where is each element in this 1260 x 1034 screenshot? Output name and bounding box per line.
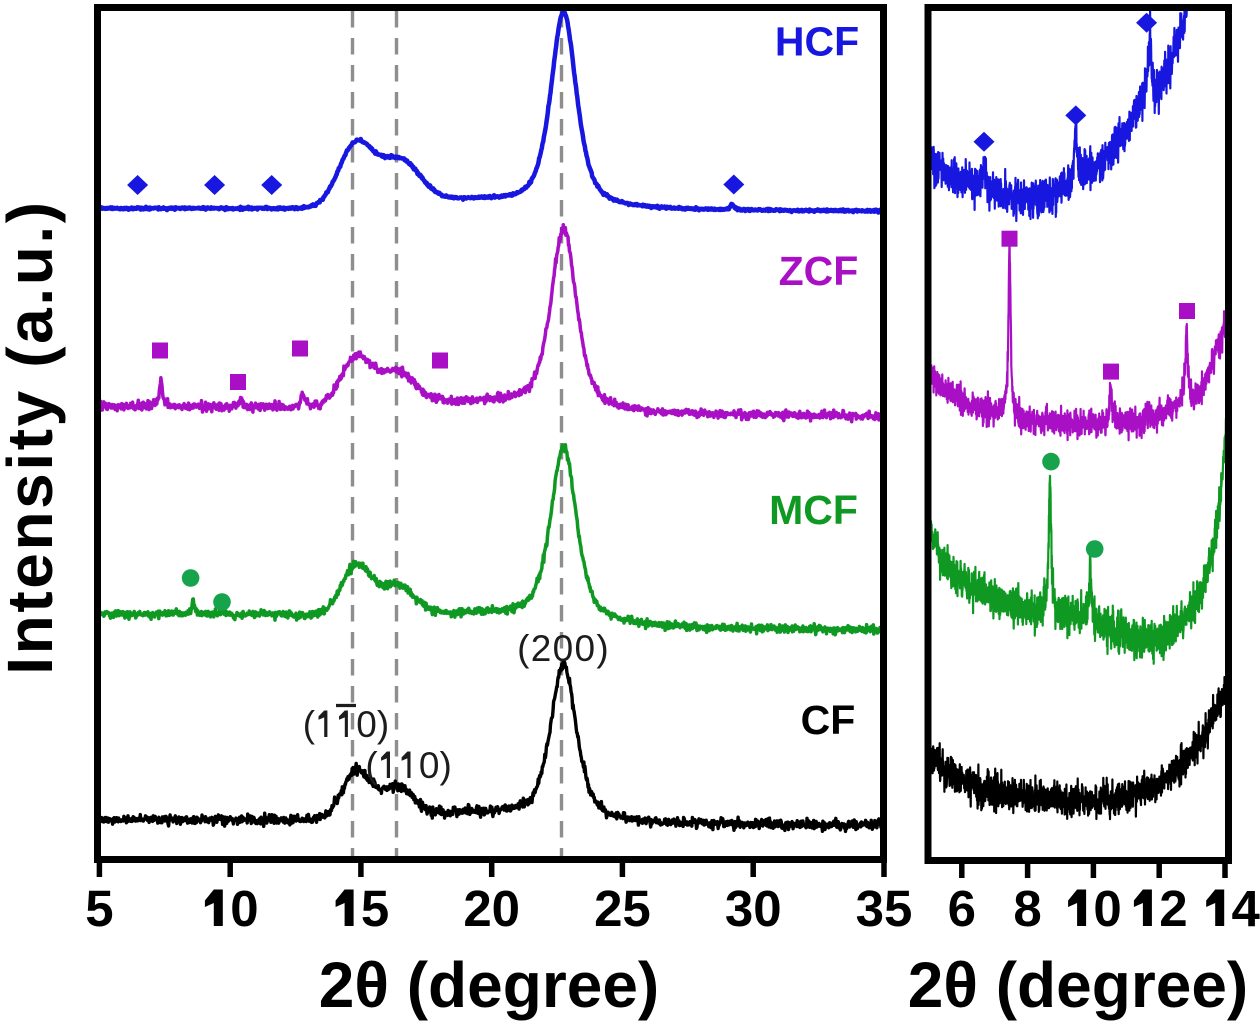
svg-text:2θ (degree): 2θ (degree) — [319, 949, 659, 1021]
svg-text:5: 5 — [85, 880, 113, 937]
svg-text:CF: CF — [801, 697, 856, 743]
svg-text:0: 0 — [419, 745, 440, 786]
svg-text:0: 0 — [230, 880, 258, 937]
svg-text:ZCF: ZCF — [779, 248, 859, 294]
svg-text:HCF: HCF — [775, 19, 859, 65]
svg-text:20: 20 — [463, 880, 520, 937]
svg-text:35: 35 — [856, 880, 913, 937]
svg-text:6: 6 — [948, 880, 976, 937]
svg-text:(: ( — [365, 745, 378, 786]
svg-text:MCF: MCF — [769, 487, 858, 533]
svg-text:30: 30 — [725, 880, 782, 937]
svg-text:4: 4 — [1232, 880, 1260, 937]
svg-text:): ) — [377, 704, 389, 745]
svg-text:Intensity (a.u.): Intensity (a.u.) — [0, 199, 66, 674]
svg-text:2θ (degree): 2θ (degree) — [908, 949, 1248, 1021]
svg-text:(: ( — [303, 704, 316, 745]
svg-text:5: 5 — [361, 880, 389, 937]
svg-text:25: 25 — [594, 880, 651, 937]
svg-text:): ) — [440, 745, 452, 786]
svg-text:8: 8 — [1013, 880, 1041, 937]
svg-text:0: 0 — [1093, 880, 1121, 937]
svg-text:(200): (200) — [517, 628, 610, 669]
svg-text:2: 2 — [1159, 880, 1187, 937]
svg-text:0: 0 — [356, 704, 377, 745]
